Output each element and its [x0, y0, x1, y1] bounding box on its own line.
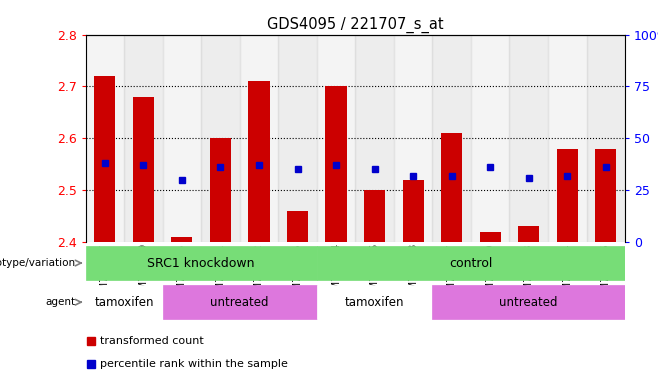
Bar: [248, 81, 270, 242]
Bar: [163, 35, 201, 242]
Bar: [287, 211, 308, 242]
Bar: [94, 76, 115, 242]
Bar: [595, 149, 617, 242]
Bar: [86, 35, 124, 242]
Bar: [509, 35, 548, 242]
Bar: [240, 35, 278, 242]
Bar: [403, 180, 424, 242]
Bar: [124, 35, 163, 242]
Text: transformed count: transformed count: [100, 336, 204, 346]
Text: control: control: [449, 257, 493, 270]
Bar: [432, 285, 625, 319]
Bar: [316, 246, 625, 280]
Bar: [316, 35, 355, 242]
Bar: [394, 35, 432, 242]
Text: untreated: untreated: [211, 296, 269, 309]
Bar: [210, 138, 231, 242]
Text: genotype/variation: genotype/variation: [0, 258, 75, 268]
Title: GDS4095 / 221707_s_at: GDS4095 / 221707_s_at: [267, 17, 443, 33]
Bar: [355, 35, 394, 242]
Bar: [548, 35, 586, 242]
Bar: [586, 35, 625, 242]
Text: percentile rank within the sample: percentile rank within the sample: [100, 359, 288, 369]
Bar: [557, 149, 578, 242]
Bar: [86, 285, 163, 319]
Text: SRC1 knockdown: SRC1 knockdown: [147, 257, 255, 270]
Bar: [278, 35, 316, 242]
Bar: [163, 285, 316, 319]
Bar: [171, 237, 193, 242]
Text: agent: agent: [45, 297, 75, 307]
Bar: [471, 35, 509, 242]
Bar: [441, 133, 463, 242]
Text: untreated: untreated: [499, 296, 558, 309]
Bar: [201, 35, 240, 242]
Bar: [518, 226, 540, 242]
Bar: [432, 35, 471, 242]
Bar: [326, 86, 347, 242]
Bar: [86, 246, 316, 280]
Bar: [133, 97, 154, 242]
Bar: [316, 285, 432, 319]
Text: tamoxifen: tamoxifen: [345, 296, 404, 309]
Bar: [364, 190, 385, 242]
Text: tamoxifen: tamoxifen: [94, 296, 154, 309]
Bar: [480, 232, 501, 242]
